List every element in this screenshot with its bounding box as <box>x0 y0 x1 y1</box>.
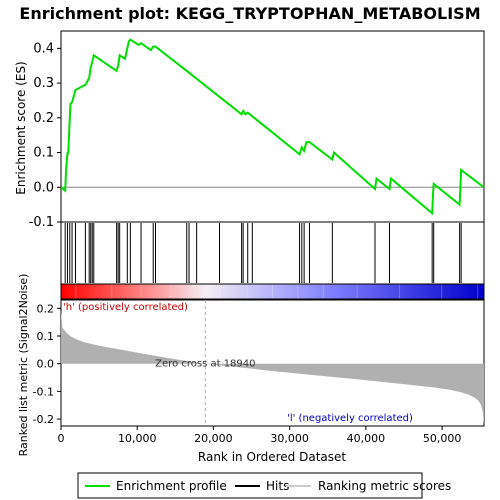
x-tick-label: 50,000 <box>423 432 462 445</box>
bottom-y-tick-label: 0.2 <box>37 302 55 315</box>
bottom-y-tick-label: -0.2 <box>33 413 54 426</box>
top-y-axis-label: Enrichment score (ES) <box>14 61 28 194</box>
bottom-x-ticks: 0 10,000 20,000 30,000 40,000 50,000 <box>58 426 462 445</box>
top-y-tick-label: 0.1 <box>33 146 54 161</box>
hits-frame <box>60 221 485 285</box>
positive-correlation-label: 'h' (positively correlated) <box>63 302 188 313</box>
legend-label-metric: Ranking metric scores <box>318 479 451 493</box>
enrichment-profile-line <box>60 38 485 216</box>
band-gradient <box>61 284 484 299</box>
negative-correlation-label: 'l' (negatively correlated) <box>287 413 413 424</box>
rank-color-band <box>60 283 485 300</box>
zero-cross-label: Zero cross at 18940 <box>155 359 255 370</box>
bottom-y-ticks: -0.2 -0.1 0.0 0.1 0.2 <box>33 302 61 426</box>
legend-label-enrichment: Enrichment profile <box>116 479 227 493</box>
top-y-tick-label: 0.3 <box>33 76 54 91</box>
top-y-tick-label: 0.2 <box>33 111 54 126</box>
top-y-tick-label: 0.4 <box>33 41 54 56</box>
x-tick-label: 10,000 <box>118 432 157 445</box>
chart-title: Enrichment plot: KEGG_TRYPTOPHAN_METABOL… <box>19 4 480 23</box>
bottom-y-axis-label: Ranked list metric (Signal2Noise) <box>17 274 30 457</box>
x-tick-label: 20,000 <box>194 432 233 445</box>
top-plot-frame <box>60 30 485 223</box>
x-tick-label: 30,000 <box>270 432 309 445</box>
top-y-tick-label: -0.1 <box>29 215 54 230</box>
bottom-y-tick-label: -0.1 <box>33 385 54 398</box>
enrichment-score-panel: -0.1 0.0 0.1 0.2 0.3 0.4 Enrichment score (ES… <box>14 30 485 230</box>
ranking-metric-area <box>61 311 484 425</box>
top-y-tick-label: 0.0 <box>33 180 54 195</box>
x-axis-label: Rank in Ordered Dataset <box>198 450 346 464</box>
legend-label-hits: Hits <box>266 479 289 493</box>
top-y-ticks: -0.1 0.0 0.1 0.2 0.3 0.4 <box>29 41 61 230</box>
bottom-y-tick-label: 0.1 <box>37 330 55 343</box>
x-tick-label: 0 <box>58 432 65 445</box>
hit-lines <box>64 223 462 283</box>
band-frame <box>60 283 485 300</box>
x-tick-label: 40,000 <box>347 432 386 445</box>
hits-panel <box>60 221 485 285</box>
ranked-metric-panel: Zero cross at 18940 'h' (positively corr… <box>17 274 485 464</box>
legend: Enrichment profile Hits Ranking metric s… <box>77 472 451 499</box>
bottom-y-tick-label: 0.0 <box>37 358 55 371</box>
